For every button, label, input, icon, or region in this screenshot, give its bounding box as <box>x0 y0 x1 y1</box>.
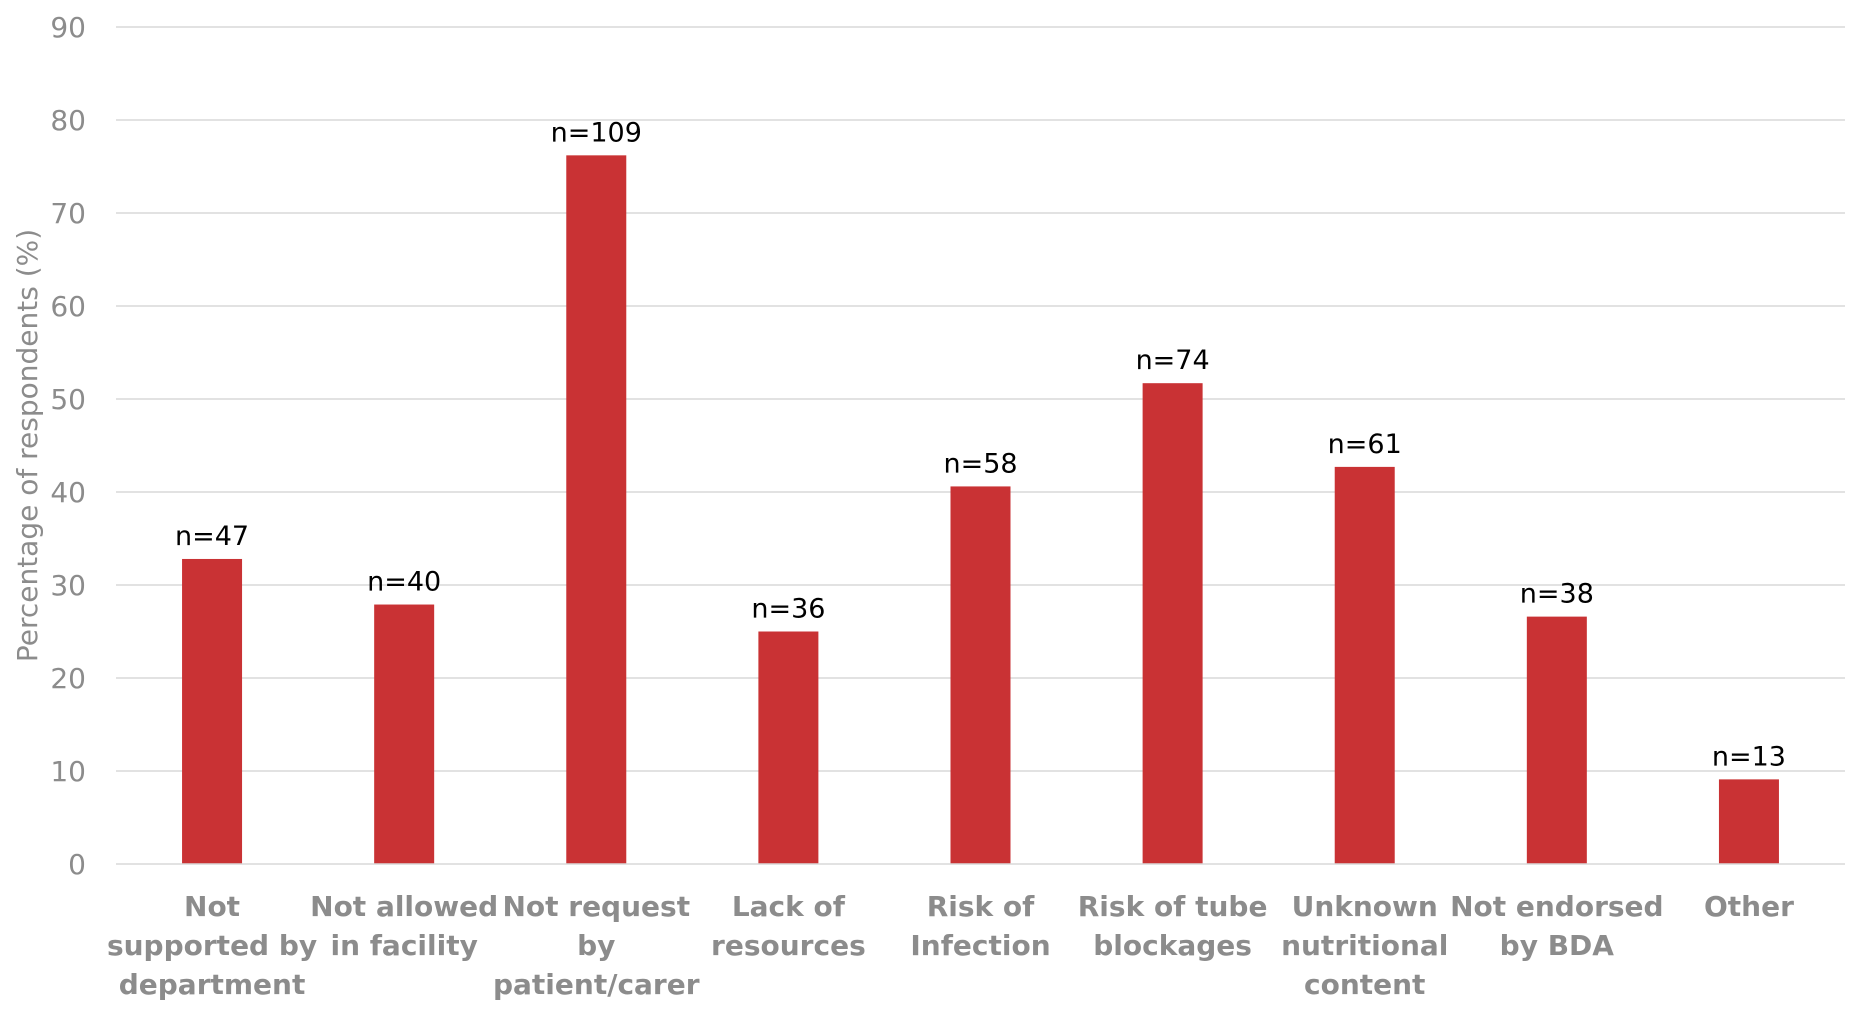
x-tick-label: Other <box>1704 890 1794 923</box>
x-tick-label: Not allowed in facility <box>310 890 498 962</box>
data-label: n=38 <box>1520 579 1594 610</box>
bar <box>950 486 1011 864</box>
data-label: n=13 <box>1712 741 1786 772</box>
x-tick-label: Not supported by department <box>107 890 317 1001</box>
data-label: n=61 <box>1328 429 1402 460</box>
bar <box>1526 616 1587 864</box>
bar <box>182 558 243 864</box>
y-tick-label: 30 <box>50 569 86 602</box>
bar <box>1142 383 1203 864</box>
y-tick-label: 70 <box>50 197 86 230</box>
x-tick-label: Risk of tube blockages <box>1078 890 1268 962</box>
bar <box>758 631 819 864</box>
data-labels: n=47 n=40 n=109 n=36 n=58 n=74 n=61 n=38 n=13 <box>175 117 1786 772</box>
bar <box>1334 466 1395 864</box>
bar <box>1718 779 1779 864</box>
y-axis-ticks: 0 10 20 30 40 50 60 70 80 90 <box>50 11 86 881</box>
y-tick-label: 10 <box>50 755 86 788</box>
y-axis-title: Percentage of respondents (%) <box>11 229 44 662</box>
y-tick-label: 0 <box>68 848 86 881</box>
y-tick-label: 40 <box>50 476 86 509</box>
data-label: n=58 <box>943 448 1017 479</box>
y-tick-label: 50 <box>50 383 86 416</box>
y-tick-label: 20 <box>50 662 86 695</box>
y-tick-label: 90 <box>50 11 86 44</box>
data-label: n=47 <box>175 521 249 552</box>
bar <box>374 604 435 864</box>
x-tick-label: Not request by patient/carer <box>493 890 700 1001</box>
x-tick-label: Not endorsed by BDA <box>1450 890 1664 962</box>
bar <box>566 155 627 865</box>
data-label: n=109 <box>551 117 642 148</box>
data-label: n=74 <box>1136 345 1210 376</box>
data-label: n=40 <box>367 567 441 598</box>
x-tick-label: Unknown nutritional content <box>1281 890 1448 1001</box>
data-label: n=36 <box>751 594 825 625</box>
y-tick-label: 80 <box>50 104 86 137</box>
bars <box>182 155 1779 865</box>
y-tick-label: 60 <box>50 290 86 323</box>
x-tick-label: Lack of resources <box>711 890 866 962</box>
x-tick-label: Risk of Infection <box>910 890 1050 962</box>
